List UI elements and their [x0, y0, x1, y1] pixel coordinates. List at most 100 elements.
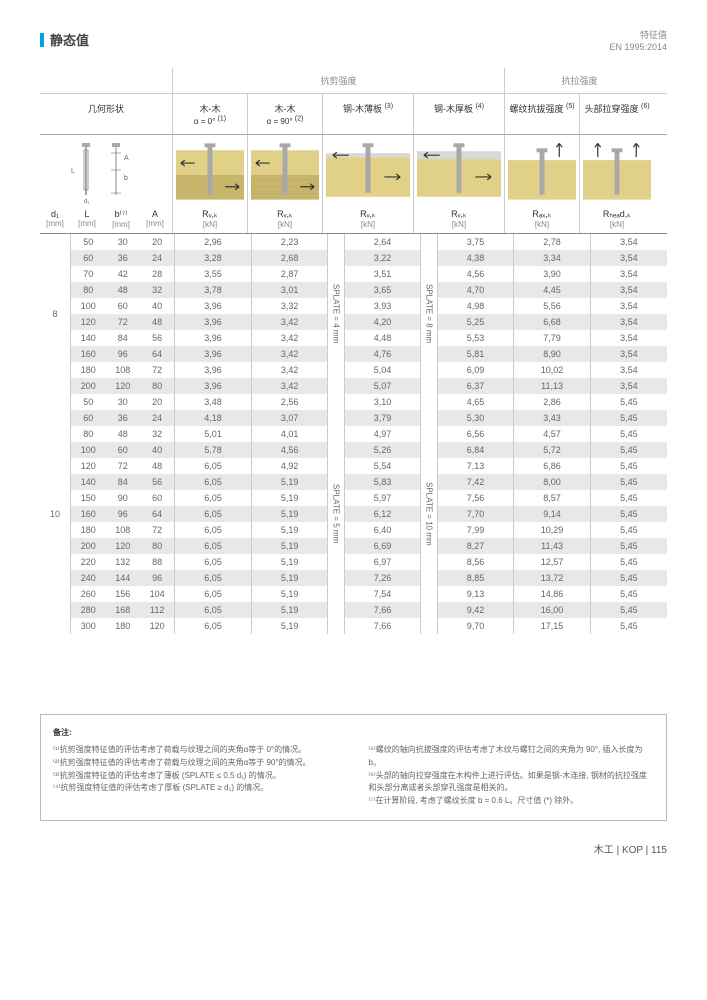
cell-b: 156: [105, 586, 140, 602]
cell-L: 50: [71, 234, 106, 250]
cell-r3: 5,04: [344, 362, 421, 378]
cell-A: 88: [140, 554, 175, 570]
cell-A: 48: [140, 314, 175, 330]
table-row: 105030203,482,56SPLATE = 5 mm3,10SPLATE …: [40, 394, 667, 410]
cell-r5: 17,15: [514, 618, 591, 634]
cell-r5: 10,29: [514, 522, 591, 538]
col-3: 钢-木薄板 (3): [322, 94, 413, 134]
cell-r2: 3,42: [251, 362, 328, 378]
cell-b: 132: [105, 554, 140, 570]
cell-r6: 5,45: [590, 458, 667, 474]
cell-r4: 9,13: [437, 586, 514, 602]
sym-d1: d₁[mm]: [40, 205, 70, 233]
sym-rax: Rₐₓ,ₖ[kN]: [504, 205, 579, 233]
notes-title: 备注:: [53, 727, 654, 738]
cell-r5: 8,90: [514, 346, 591, 362]
cell-r6: 5,45: [590, 522, 667, 538]
cell-r4: 4,56: [437, 266, 514, 282]
cell-r3: 3,79: [344, 410, 421, 426]
cell-b: 120: [105, 538, 140, 554]
cell-A: 20: [140, 234, 175, 250]
cell-r5: 3,34: [514, 250, 591, 266]
cell-r4: 8,56: [437, 554, 514, 570]
cell-r5: 12,57: [514, 554, 591, 570]
svg-text:A: A: [124, 155, 129, 162]
table-row: 12072486,054,925,547,136,865,45: [40, 458, 667, 474]
diagram-5: [504, 135, 579, 205]
cell-r4: 6,84: [437, 442, 514, 458]
cell-r6: 5,45: [590, 490, 667, 506]
cell-r5: 5,56: [514, 298, 591, 314]
cell-b: 96: [105, 346, 140, 362]
section-headers: 抗剪强度 抗拉强度: [40, 68, 667, 94]
cell-r1: 6,05: [175, 458, 252, 474]
cell-r6: 5,45: [590, 426, 667, 442]
d1-cell: 8: [40, 234, 71, 394]
cell-r5: 10,02: [514, 362, 591, 378]
cell-r2: 5,19: [251, 602, 328, 618]
cell-r1: 3,96: [175, 378, 252, 394]
cell-A: 40: [140, 298, 175, 314]
cell-r2: 5,19: [251, 618, 328, 634]
cell-r6: 5,45: [590, 410, 667, 426]
cell-r3: 5,54: [344, 458, 421, 474]
cell-A: 40: [140, 442, 175, 458]
cell-r3: 3,10: [344, 394, 421, 410]
cell-b: 96: [105, 506, 140, 522]
cell-b: 144: [105, 570, 140, 586]
table-row: 14084566,055,195,837,428,005,45: [40, 474, 667, 490]
cell-A: 48: [140, 458, 175, 474]
cell-r4: 4,70: [437, 282, 514, 298]
cell-r6: 5,45: [590, 570, 667, 586]
cell-r6: 3,54: [590, 330, 667, 346]
sym-rv3: Rᵥ,ₖ[kN]: [322, 205, 413, 233]
cell-r2: 5,19: [251, 586, 328, 602]
notes-left: ⁽¹⁾抗剪强度特征值的评估考虑了荷载与纹理之间的夹角α等于 0°的情况。⁽²⁾抗…: [53, 744, 339, 808]
cell-b: 108: [105, 522, 140, 538]
cell-A: 24: [140, 250, 175, 266]
cell-r1: 5,78: [175, 442, 252, 458]
note-line: ⁽⁵⁾螺纹的轴向抗拔强度的评估考虑了木纹与螺钉之间的夹角为 90°, 插入长度为…: [369, 744, 655, 770]
tension-label: 抗拉强度: [504, 68, 654, 93]
table-row: 180108726,055,196,407,9910,295,45: [40, 522, 667, 538]
cell-r5: 2,78: [514, 234, 591, 250]
cell-b: 30: [105, 394, 140, 410]
cell-r1: 3,96: [175, 330, 252, 346]
diagram-2: [247, 135, 322, 205]
cell-r1: 6,05: [175, 506, 252, 522]
cell-r6: 3,54: [590, 378, 667, 394]
cell-r2: 2,23: [251, 234, 328, 250]
cell-b: 84: [105, 474, 140, 490]
header-right: 特征值 EN 1995:2014: [609, 30, 667, 53]
notes-right: ⁽⁵⁾螺纹的轴向抗拔强度的评估考虑了木纹与螺钉之间的夹角为 90°, 插入长度为…: [369, 744, 655, 808]
table-row: 12072483,963,424,205,256,683,54: [40, 314, 667, 330]
col-6: 头部拉穿强度 (6): [579, 94, 654, 134]
cell-r3: 6,69: [344, 538, 421, 554]
notes-box: 备注: ⁽¹⁾抗剪强度特征值的评估考虑了荷载与纹理之间的夹角α等于 0°的情况。…: [40, 714, 667, 821]
cell-r5: 9,14: [514, 506, 591, 522]
page-footer: 木工 | KOP | 115: [40, 841, 667, 856]
sym-rv4: Rᵥ,ₖ[kN]: [413, 205, 504, 233]
cell-A: 96: [140, 570, 175, 586]
cell-A: 56: [140, 330, 175, 346]
splate-cell: SPLATE = 10 mm: [421, 394, 437, 634]
cell-L: 60: [71, 250, 106, 266]
cell-r5: 11,13: [514, 378, 591, 394]
diagram-3: [322, 135, 413, 205]
cell-r2: 4,01: [251, 426, 328, 442]
cell-L: 60: [71, 410, 106, 426]
cell-A: 20: [140, 394, 175, 410]
header-right-2: EN 1995:2014: [609, 42, 667, 54]
cell-L: 120: [71, 458, 106, 474]
header-right-1: 特征值: [609, 30, 667, 42]
table-row: 8048325,014,014,976,564,575,45: [40, 426, 667, 442]
table-row: 200120803,963,425,076,3711,133,54: [40, 378, 667, 394]
cell-r3: 4,48: [344, 330, 421, 346]
sym-rv2: Rᵥ,ₖ[kN]: [247, 205, 322, 233]
cell-r5: 4,57: [514, 426, 591, 442]
cell-r2: 5,19: [251, 538, 328, 554]
cell-r6: 3,54: [590, 314, 667, 330]
cell-L: 140: [71, 474, 106, 490]
cell-r4: 4,38: [437, 250, 514, 266]
cell-b: 48: [105, 426, 140, 442]
